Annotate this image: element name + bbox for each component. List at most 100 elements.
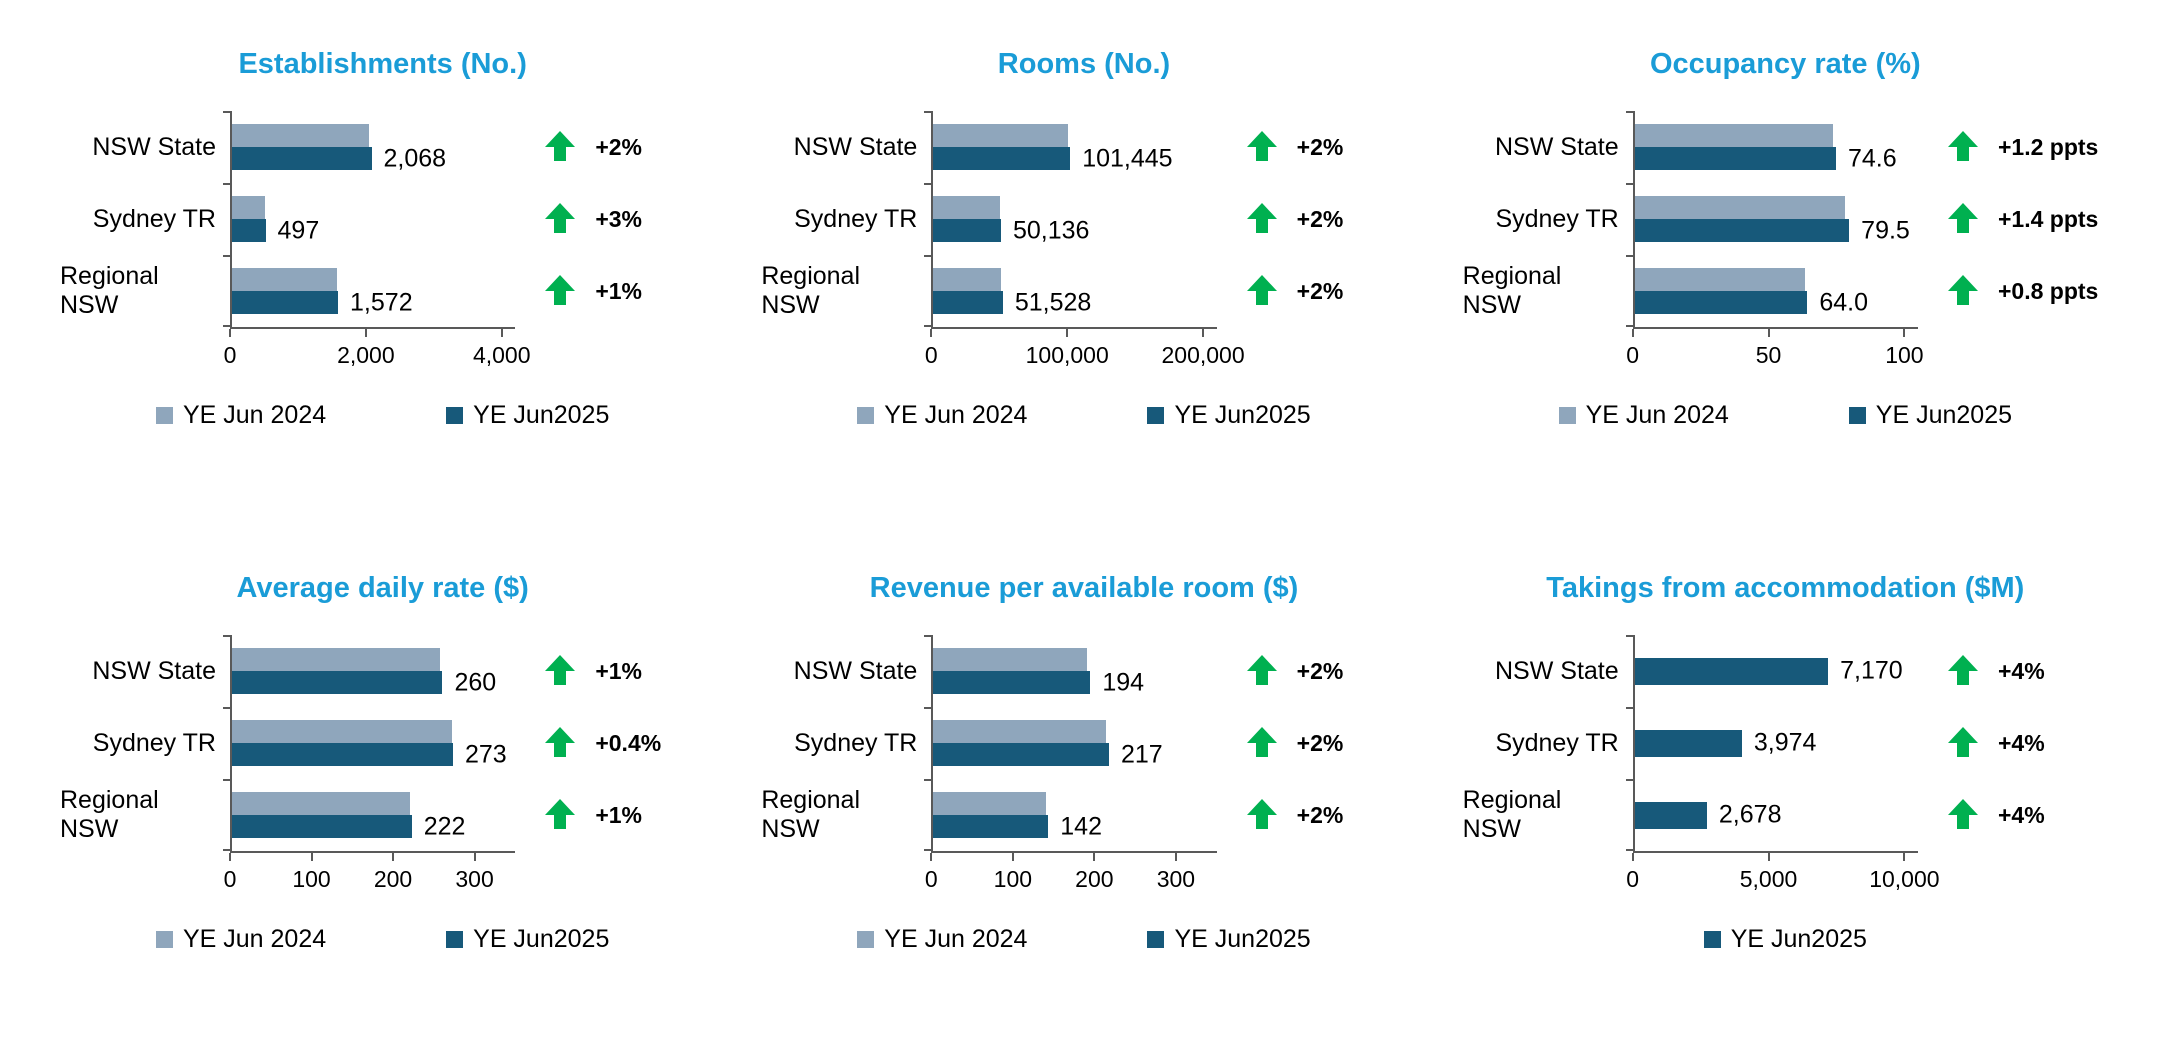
x-tick-label: 0 xyxy=(924,866,938,892)
up-arrow-icon xyxy=(1948,655,1978,687)
bar-2025: 194 xyxy=(933,668,1144,696)
category-label: Sydney TR xyxy=(1495,728,1619,757)
x-tick xyxy=(1767,329,1770,337)
x-tick xyxy=(392,853,395,861)
change-indicators: +1% +0.4% +1% xyxy=(515,635,705,897)
legend: YE Jun 2024 YE Jun2025 xyxy=(60,925,705,954)
up-arrow-icon xyxy=(545,655,575,687)
value-label: 217 xyxy=(1120,740,1163,768)
bar-2025: 64.0 xyxy=(1634,288,1868,316)
x-tick-label: 0 xyxy=(223,342,237,368)
bar-group: 74.6 xyxy=(1634,111,1918,183)
legend-label: YE Jun 2024 xyxy=(182,925,327,953)
legend-swatch-2025 xyxy=(1147,931,1165,948)
legend-swatch-2024 xyxy=(155,931,173,948)
chart-title: Establishments (No.) xyxy=(238,48,527,80)
change-indicator: +2% xyxy=(515,111,705,183)
bar-2025: 101,445 xyxy=(933,144,1173,172)
value-label: 51,528 xyxy=(1014,288,1092,316)
chart-title: Takings from accommodation ($M) xyxy=(1546,572,2025,604)
x-tick-label: 4,000 xyxy=(472,342,531,368)
chart-body: NSW State Sydney TR Regional NSW 7,170 3,974… xyxy=(1463,635,2108,897)
category-label: Regional NSW xyxy=(60,262,159,319)
change-label: +1% xyxy=(595,801,643,828)
bar-2024 xyxy=(933,124,1068,147)
x-tick xyxy=(1903,853,1906,861)
change-label: +2% xyxy=(1296,205,1344,232)
category-label: Regional NSW xyxy=(60,786,159,843)
y-axis-tick xyxy=(1625,111,1633,113)
category-label: NSW State xyxy=(1495,132,1619,161)
bar-2025: 2,068 xyxy=(232,144,446,172)
bar-group: 1,572 xyxy=(232,255,515,327)
x-axis: 0 100,000 200,000 xyxy=(925,329,1245,373)
change-indicator: +2% xyxy=(1217,255,1407,327)
x-tick-label: 0 xyxy=(924,342,938,368)
change-indicator: +1.4 ppts xyxy=(1918,183,2108,255)
plot: 7,170 3,974 2,678 xyxy=(1625,635,1918,853)
change-indicator: +4% xyxy=(1918,779,2108,851)
y-axis-tick xyxy=(924,325,932,327)
value-label: 3,974 xyxy=(1753,728,1817,757)
change-indicator: +2% xyxy=(1217,779,1407,851)
up-arrow-icon xyxy=(1247,799,1277,831)
x-tick-label: 100 xyxy=(292,866,331,892)
x-tick xyxy=(1631,853,1634,861)
y-axis-tick xyxy=(223,325,230,327)
legend-item: YE Jun 2024 xyxy=(1558,401,1729,430)
change-indicators: +1.2 ppts +1.4 ppts +0.8 ppts xyxy=(1918,111,2108,373)
category-label: Regional NSW xyxy=(761,786,861,843)
y-axis-tick xyxy=(1625,707,1633,709)
y-axis-tick xyxy=(1625,325,1633,327)
change-label: +0.8 ppts xyxy=(1997,277,2099,304)
bar-2025: 51,528 xyxy=(933,288,1091,316)
bar-2025: 222 xyxy=(232,812,465,840)
category-labels: NSW State Sydney TR Regional NSW xyxy=(761,635,931,897)
chart-panel: Establishments (No.) NSW State Sydney TR Re… xyxy=(60,34,705,528)
x-tick xyxy=(1767,853,1770,861)
legend-swatch-2025 xyxy=(446,931,464,948)
category-label: NSW State xyxy=(1495,656,1619,685)
change-indicator: +1% xyxy=(515,635,705,707)
value-label: 50,136 xyxy=(1012,216,1090,244)
y-axis-tick xyxy=(223,707,230,709)
y-axis-tick xyxy=(223,111,230,113)
category-label: Regional NSW xyxy=(1462,262,1562,319)
plot-area: 74.6 79.5 64.0 0 50 100 xyxy=(1625,111,1924,373)
bar-2025: 497 xyxy=(232,216,319,244)
legend-swatch-2024 xyxy=(1558,407,1576,424)
value-label: 1,572 xyxy=(350,288,413,316)
legend-swatch-2024 xyxy=(857,931,875,948)
value-label: 194 xyxy=(1102,668,1145,696)
legend-label: YE Jun2025 xyxy=(1174,401,1311,429)
chart-panel: Occupancy rate (%) NSW State Sydney TR Regi… xyxy=(1463,34,2108,528)
bar-group: 217 xyxy=(933,707,1216,779)
plot-area: 194 217 142 0 100 200 300 xyxy=(924,635,1217,897)
plot-area: 260 273 222 0 100 200 300 xyxy=(223,635,516,897)
x-tick xyxy=(364,329,367,337)
up-arrow-icon xyxy=(1247,203,1277,235)
y-axis-tick xyxy=(924,635,932,637)
bar-group: 222 xyxy=(232,779,515,851)
change-label: +1% xyxy=(595,657,643,684)
change-label: +1% xyxy=(595,277,643,304)
x-tick-label: 50 xyxy=(1755,342,1782,368)
bar-2024 xyxy=(1634,196,1846,219)
category-labels: NSW State Sydney TR Regional NSW xyxy=(1463,635,1633,897)
value-label: 497 xyxy=(277,216,320,244)
x-tick xyxy=(310,853,313,861)
legend: YE Jun 2024 YE Jun2025 xyxy=(60,401,705,430)
x-tick-label: 100,000 xyxy=(1025,342,1109,368)
chart-title: Average daily rate ($) xyxy=(236,572,529,604)
x-axis: 0 50 100 xyxy=(1626,329,1924,373)
bar-group: 64.0 xyxy=(1634,255,1918,327)
bar-2025: 1,572 xyxy=(232,288,413,316)
legend: YE Jun 2024 YE Jun2025 xyxy=(761,925,1406,954)
value-label: 142 xyxy=(1060,812,1102,840)
x-tick xyxy=(1011,853,1014,861)
x-tick xyxy=(1903,329,1906,337)
bar-2025: 79.5 xyxy=(1634,216,1910,244)
category-label: Regional NSW xyxy=(761,262,861,319)
bar-2024 xyxy=(232,124,369,147)
bar-2024 xyxy=(933,792,1046,815)
